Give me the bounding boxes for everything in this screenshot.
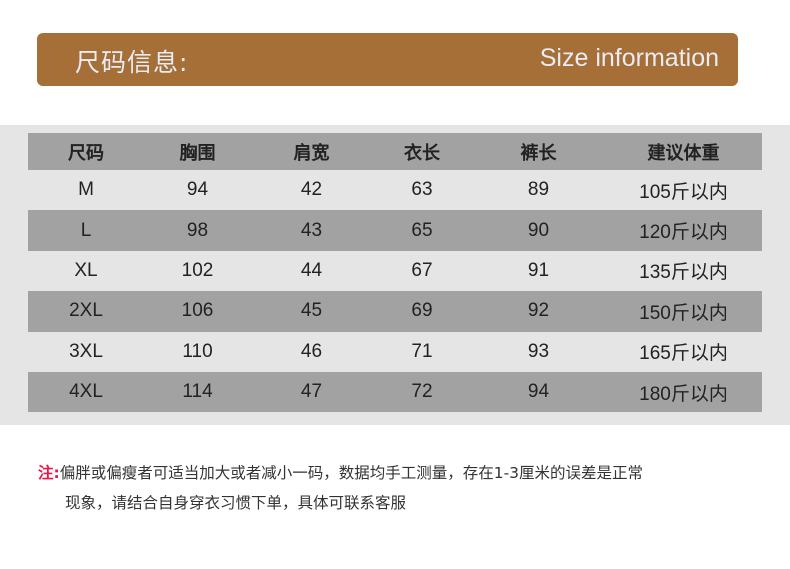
note-label: 注: <box>38 464 60 482</box>
table-cell: 91 <box>527 259 550 281</box>
table-cell: 94 <box>527 381 550 403</box>
table-cell: 150斤以内 <box>639 302 728 324</box>
table-row: XL 102 44 67 91 135斤以内 <box>28 251 762 291</box>
table-cell: 135斤以内 <box>639 262 728 284</box>
table-cell: 71 <box>411 340 433 362</box>
table-cell: 94 <box>186 179 209 201</box>
table-cell: 63 <box>411 179 433 201</box>
table-cell: 114 <box>182 381 213 403</box>
header-cell: 尺码 <box>68 142 104 164</box>
table-cell: 106 <box>181 300 214 322</box>
note-line-1: 偏胖或偏瘦者可适当加大或者减小一码，数据均手工测量，存在1-3厘米的误差是正常 <box>59 464 644 482</box>
table-cell: 110 <box>182 340 213 362</box>
table-cell: 90 <box>527 219 550 241</box>
banner-title-en: Size information <box>539 44 719 72</box>
table-row: 3XL 110 46 71 93 165斤以内 <box>28 332 762 372</box>
table-cell: XL <box>74 259 98 281</box>
table-cell: 2XL <box>69 300 103 322</box>
table-row: 2XL 106 45 69 92 150斤以内 <box>28 291 762 332</box>
table-cell: 69 <box>411 300 433 322</box>
table-cell: 93 <box>527 340 550 362</box>
table-cell: 47 <box>300 381 323 403</box>
table-cell: 45 <box>300 300 323 322</box>
table-row: M 94 42 63 89 105斤以内 <box>28 170 762 210</box>
table-cell: 46 <box>300 340 323 362</box>
table-cell: 42 <box>300 179 323 201</box>
table-cell: 98 <box>186 219 209 241</box>
table-cell: 120斤以内 <box>639 222 728 244</box>
table-row: 4XL 114 47 72 94 180斤以内 <box>28 371 762 413</box>
banner-title-cn: 尺码信息: <box>75 48 189 77</box>
size-info-banner: 尺码信息: Size information <box>37 33 738 86</box>
size-note: 注:偏胖或偏瘦者可适当加大或者减小一码，数据均手工测量，存在1-3厘米的误差是正… <box>38 458 778 518</box>
table-cell: 92 <box>527 300 550 322</box>
table-cell: 102 <box>181 259 214 281</box>
table-cell: 3XL <box>69 340 103 362</box>
table-header-row: 尺码 胸围 肩宽 衣长 裤长 建议体重 <box>28 133 762 170</box>
table-cell: 67 <box>411 259 433 281</box>
table-cell: 4XL <box>69 381 103 403</box>
table-cell: 43 <box>300 219 323 241</box>
table-cell: L <box>80 219 92 241</box>
header-cell: 建议体重 <box>647 142 720 164</box>
table-cell: 180斤以内 <box>639 383 728 405</box>
header-cell: 肩宽 <box>293 142 330 164</box>
table-cell: 65 <box>411 219 433 241</box>
table-cell: 44 <box>300 259 323 281</box>
header-cell: 衣长 <box>404 142 440 164</box>
table-cell: 72 <box>411 381 433 403</box>
table-cell: 165斤以内 <box>639 343 728 365</box>
size-table: 尺码 胸围 肩宽 衣长 裤长 建议体重 M 94 42 63 89 105斤以内 L 98 43… <box>28 133 762 413</box>
table-row: L 98 43 65 90 120斤以内 <box>28 210 762 251</box>
table-cell: 105斤以内 <box>639 181 728 203</box>
table-cell: M <box>78 179 94 201</box>
header-cell: 裤长 <box>520 142 557 164</box>
note-line-2: 现象，请结合自身穿衣习惯下单，具体可联系客服 <box>65 494 407 512</box>
table-cell: 89 <box>527 179 550 201</box>
header-cell: 胸围 <box>179 142 216 164</box>
